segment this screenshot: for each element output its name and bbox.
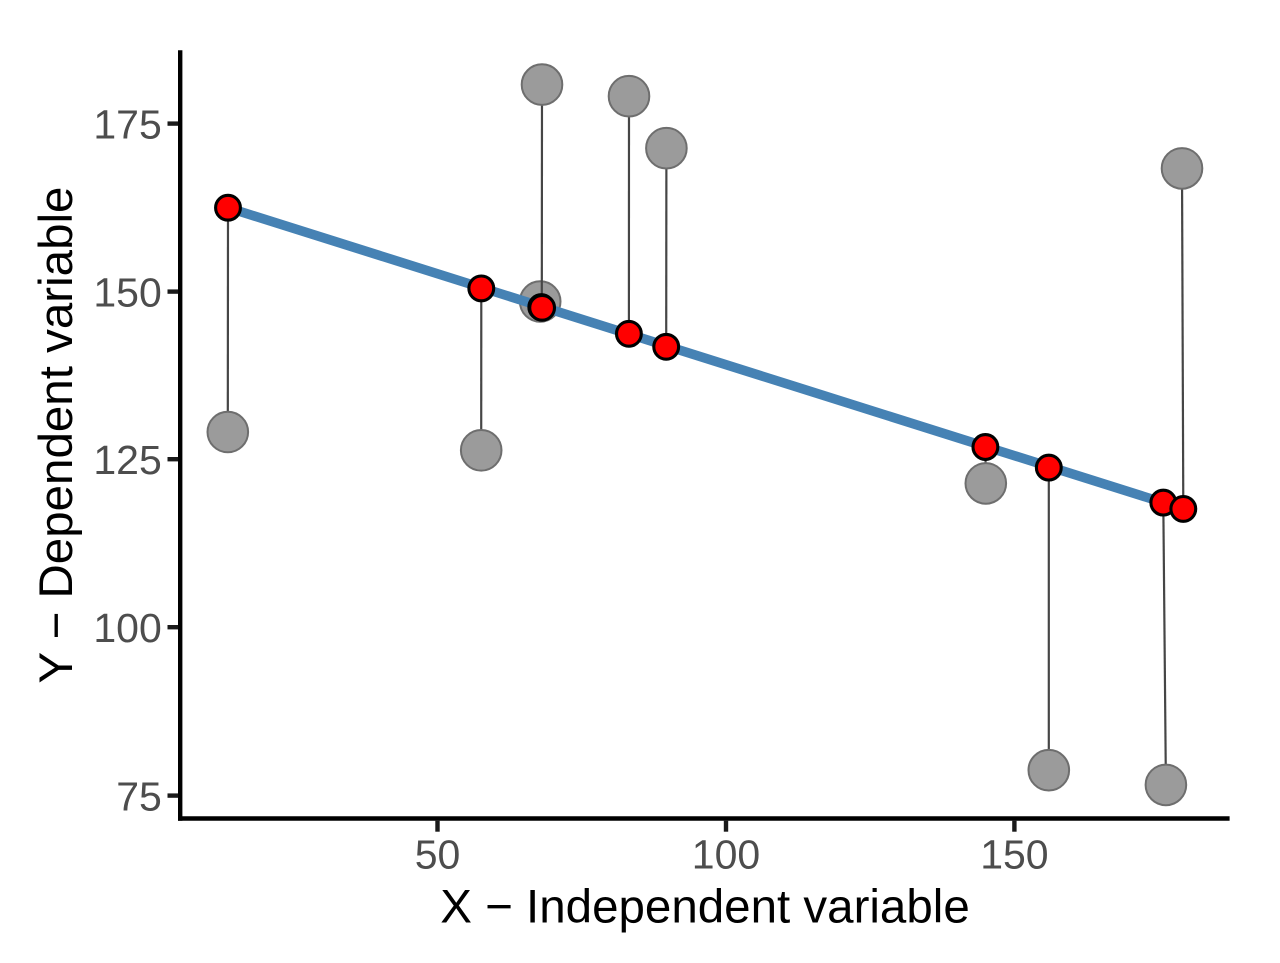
svg-text:150: 150 <box>93 269 161 315</box>
svg-text:Y − Dependent variable: Y − Dependent variable <box>30 187 83 684</box>
svg-text:175: 175 <box>93 101 161 147</box>
svg-text:50: 50 <box>415 832 461 878</box>
svg-text:125: 125 <box>93 437 161 483</box>
svg-text:X − Independent variable: X − Independent variable <box>440 880 970 933</box>
svg-text:75: 75 <box>116 773 162 819</box>
svg-text:100: 100 <box>692 832 760 878</box>
svg-text:100: 100 <box>93 605 161 651</box>
svg-text:150: 150 <box>980 832 1048 878</box>
